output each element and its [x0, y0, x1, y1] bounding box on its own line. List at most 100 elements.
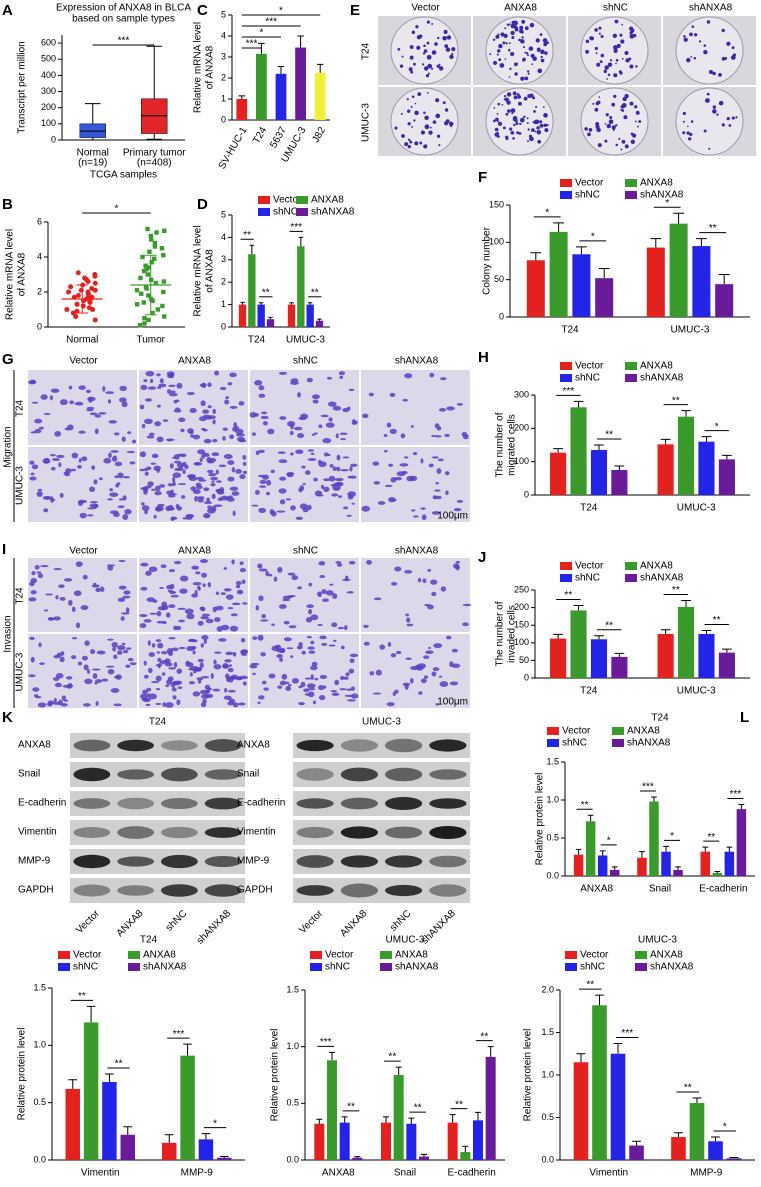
y-tick-label: 400: [41, 70, 56, 80]
blot-band: [160, 826, 198, 839]
colony: [535, 105, 538, 109]
blot-band: [296, 768, 334, 781]
cell: [125, 664, 131, 668]
cell: [91, 465, 96, 470]
colony: [496, 132, 500, 135]
cell: [289, 430, 294, 436]
cell: [343, 625, 348, 631]
point: [161, 289, 166, 295]
cell: [58, 462, 62, 468]
cell: [46, 702, 53, 707]
bar: [611, 656, 628, 678]
cell: [110, 688, 120, 694]
cell: [279, 680, 287, 686]
x-tick-label: Vimentin: [81, 1168, 120, 1179]
row-label: T24: [15, 399, 26, 417]
protein-label: MMP-9: [237, 856, 270, 867]
cell: [194, 495, 198, 502]
colony: [604, 65, 609, 70]
bar: [726, 1158, 742, 1160]
cell: [295, 516, 303, 520]
cell: [77, 464, 82, 469]
colony: [609, 116, 613, 119]
cell: [178, 619, 186, 623]
blot-band: [204, 739, 242, 752]
cell: [180, 428, 185, 433]
x-tick-label: T24: [248, 335, 266, 346]
y-tick-label: 5: [221, 209, 226, 219]
cell: [107, 498, 113, 501]
cell: [434, 489, 441, 492]
colony: [505, 42, 508, 45]
cell: [307, 691, 315, 698]
blot-band: [117, 856, 155, 867]
colony: [619, 33, 623, 37]
bar: [266, 319, 275, 327]
colony: [683, 35, 686, 38]
colony: [687, 125, 689, 128]
error-bar: [316, 1118, 323, 1124]
cell: [196, 677, 204, 681]
cell: [152, 599, 158, 603]
cell: [308, 608, 313, 615]
error-bar: [240, 301, 245, 305]
cell: [160, 564, 167, 569]
x-tick-label: J82: [310, 125, 328, 145]
colony: [511, 36, 515, 40]
cell: [332, 593, 338, 600]
cell: [301, 465, 306, 469]
cell: [223, 695, 232, 700]
error-bar: [587, 814, 594, 822]
cell: [268, 673, 276, 679]
cell: [31, 464, 39, 470]
point: [85, 289, 91, 295]
colony: [689, 132, 693, 137]
cell: [176, 382, 183, 389]
legend-swatch: [560, 191, 572, 199]
cell: [420, 507, 426, 510]
protein-label: GAPDH: [18, 885, 54, 896]
colony: [509, 127, 513, 131]
colony: [444, 108, 449, 112]
cell: [240, 638, 246, 643]
error-bar: [729, 1156, 739, 1159]
column-label: shNC: [603, 3, 628, 14]
cell: [453, 563, 460, 569]
bar: [698, 634, 715, 678]
y-tick-label: 200: [41, 102, 56, 112]
cell: [59, 492, 64, 498]
colony: [698, 40, 702, 43]
y-tick-label: 2: [221, 277, 226, 287]
cell: [257, 563, 263, 569]
cell: [232, 702, 239, 708]
colony: [535, 38, 540, 43]
column-label: shNC: [293, 546, 318, 557]
error-bar: [696, 238, 707, 247]
cell: [372, 461, 380, 466]
colony: [620, 109, 623, 111]
x-tick-label: UMUC-3: [286, 335, 325, 346]
error-bar: [449, 1114, 456, 1123]
cell: [431, 456, 439, 459]
blot-band: [340, 797, 379, 810]
cell: [314, 677, 319, 681]
legend-swatch: [635, 963, 647, 971]
blot-band: [160, 767, 198, 782]
cell: [242, 602, 248, 605]
cell: [214, 370, 220, 376]
cell: [167, 439, 172, 442]
colony: [527, 140, 529, 143]
cell: [223, 567, 228, 570]
cell: [337, 563, 343, 567]
significance-label: ***: [173, 1029, 185, 1040]
y-axis-label: invaded cells: [507, 605, 518, 663]
cell: [368, 392, 374, 397]
bar: [657, 444, 674, 495]
cell: [197, 667, 202, 670]
colony: [595, 122, 600, 126]
cell: [172, 695, 177, 700]
cell: [297, 586, 303, 590]
legend-swatch: [625, 362, 637, 370]
cell: [345, 672, 350, 677]
legend-label: shANXA8: [640, 573, 684, 584]
